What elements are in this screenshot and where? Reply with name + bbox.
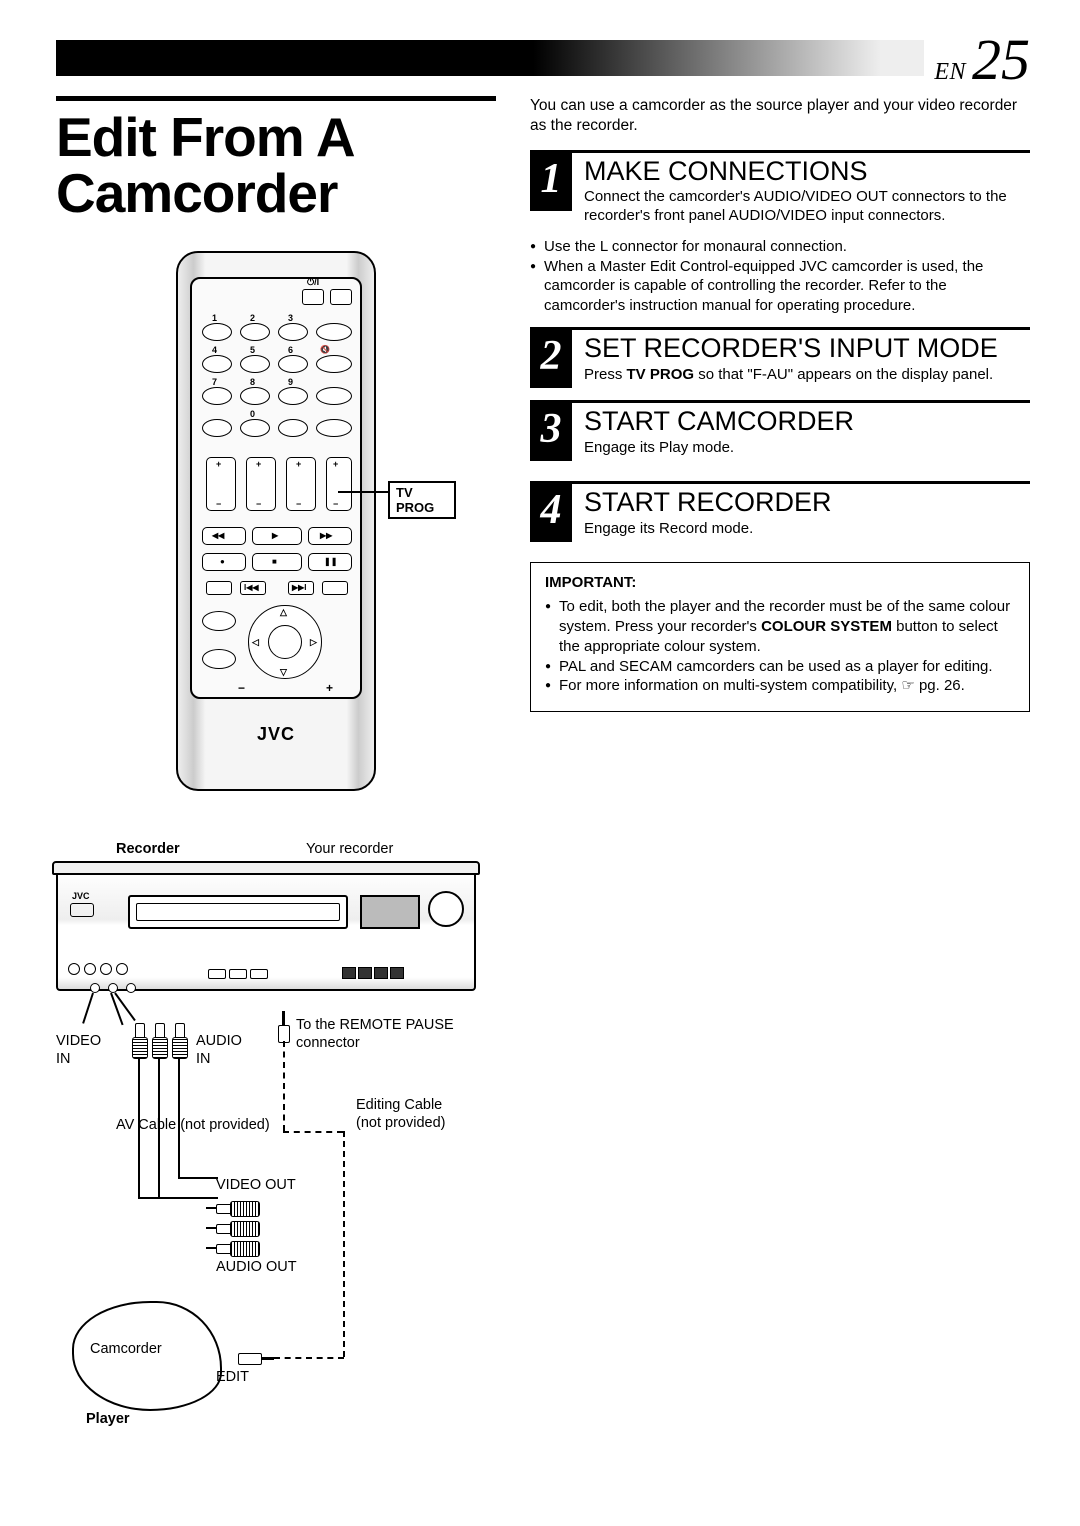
player-label: Player bbox=[86, 1411, 130, 1428]
recorder-label: Recorder bbox=[116, 841, 180, 858]
av-cable-label: AV Cable (not provided) bbox=[116, 1117, 270, 1134]
step-1-number: 1 bbox=[530, 153, 572, 211]
digit-5-label: 5 bbox=[250, 345, 255, 355]
digit-8-button bbox=[240, 387, 270, 405]
step-3-number: 3 bbox=[530, 403, 572, 461]
important-heading: IMPORTANT: bbox=[545, 573, 1015, 593]
page-number-block: EN 25 bbox=[924, 40, 1030, 76]
page-number: 25 bbox=[972, 40, 1030, 81]
left-column: Edit From A Camcorder ⏻/I 1 2 3 4 bbox=[56, 96, 496, 1431]
vcr-brand-logo: JVC bbox=[72, 891, 90, 901]
important-item-1: To edit, both the player and the recorde… bbox=[545, 597, 1015, 656]
digit-0-button bbox=[240, 419, 270, 437]
remote-body: ⏻/I 1 2 3 4 5 6 🔇 bbox=[176, 251, 376, 791]
rca-plug-1 bbox=[132, 1023, 146, 1057]
small-btn-4 bbox=[322, 581, 348, 595]
step-2-title: SET RECORDER'S INPUT MODE bbox=[584, 334, 1030, 362]
mini-plug bbox=[278, 1011, 288, 1041]
digit-2-button bbox=[240, 323, 270, 341]
digit-7-button bbox=[202, 387, 232, 405]
important-item-3: For more information on multi-system com… bbox=[545, 676, 1015, 697]
step-4: 4 START RECORDER Engage its Record mode. bbox=[530, 481, 1030, 542]
tv-prog-rocker bbox=[326, 457, 352, 511]
step-3: 3 START CAMCORDER Engage its Play mode. bbox=[530, 400, 1030, 461]
step-1-bullet-2: When a Master Edit Control-equipped JVC … bbox=[530, 257, 1030, 316]
editing-cable-1 bbox=[283, 1041, 285, 1131]
page-lang-code: EN bbox=[934, 59, 966, 86]
step-4-title: START RECORDER bbox=[584, 488, 1030, 516]
digit-6-button bbox=[278, 355, 308, 373]
step-1-bullet-1: Use the L connector for monaural connect… bbox=[530, 237, 1030, 257]
dpad-center bbox=[268, 625, 302, 659]
bottom-oval-1 bbox=[202, 611, 236, 631]
important-box: IMPORTANT: To edit, both the player and … bbox=[530, 562, 1030, 712]
remote-pause-label: To the REMOTE PAUSE connector bbox=[296, 1017, 466, 1052]
step-1-bullets: Use the L connector for monaural connect… bbox=[530, 237, 1030, 315]
bottom-oval-2 bbox=[202, 649, 236, 669]
power-button bbox=[302, 289, 324, 305]
stop-button bbox=[252, 553, 302, 571]
right-column: You can use a camcorder as the source pl… bbox=[530, 96, 1030, 1431]
digit-3-button bbox=[278, 323, 308, 341]
aux-button-2 bbox=[316, 355, 352, 373]
remote-panel: ⏻/I 1 2 3 4 5 6 🔇 bbox=[190, 277, 362, 699]
digit-4-label: 4 bbox=[212, 345, 217, 355]
step-3-text: Engage its Play mode. bbox=[584, 438, 1030, 457]
header-gradient bbox=[56, 40, 924, 76]
callout-leader bbox=[338, 491, 388, 493]
digit-0-label: 0 bbox=[250, 409, 255, 419]
digit-5-button bbox=[240, 355, 270, 373]
video-out-label: VIDEO OUT bbox=[216, 1177, 296, 1194]
rca-out-3 bbox=[216, 1241, 260, 1255]
step-4-number: 4 bbox=[530, 484, 572, 542]
audio-in-label: AUDIO IN bbox=[196, 1033, 242, 1068]
row4-button-3 bbox=[278, 419, 308, 437]
step-1-text: Connect the camcorder's AUDIO/VIDEO OUT … bbox=[584, 187, 1030, 225]
edit-label: EDIT bbox=[216, 1369, 249, 1386]
remote-brand-logo: JVC bbox=[178, 724, 374, 745]
digit-8-label: 8 bbox=[250, 377, 255, 387]
digit-6-label: 6 bbox=[288, 345, 293, 355]
step-2-text: Press TV PROG so that "F-AU" appears on … bbox=[584, 365, 1030, 384]
digit-9-button bbox=[278, 387, 308, 405]
aux-button-3 bbox=[316, 387, 352, 405]
rca-out-2 bbox=[216, 1221, 260, 1235]
step-2: 2 SET RECORDER'S INPUT MODE Press TV PRO… bbox=[530, 327, 1030, 388]
digit-1-label: 1 bbox=[212, 313, 217, 323]
digit-9-label: 9 bbox=[288, 377, 293, 387]
digit-2-label: 2 bbox=[250, 313, 255, 323]
header-bar: EN 25 bbox=[56, 40, 1030, 76]
step-2-number: 2 bbox=[530, 330, 572, 388]
intro-text: You can use a camcorder as the source pl… bbox=[530, 96, 1030, 136]
rca-plug-3 bbox=[172, 1023, 186, 1057]
digit-1-button bbox=[202, 323, 232, 341]
row4-button-4 bbox=[316, 419, 352, 437]
step-1: 1 MAKE CONNECTIONS Connect the camcorder… bbox=[530, 150, 1030, 230]
step-3-title: START CAMCORDER bbox=[584, 407, 1030, 435]
digit-7-label: 7 bbox=[212, 377, 217, 387]
your-recorder-label: Your recorder bbox=[306, 841, 393, 858]
main-title: Edit From A Camcorder bbox=[56, 109, 496, 221]
row4-button-1 bbox=[202, 419, 232, 437]
aux-button-1 bbox=[316, 323, 352, 341]
rca-plug-2 bbox=[152, 1023, 166, 1057]
video-in-label: VIDEO IN bbox=[56, 1033, 101, 1068]
title-rule bbox=[56, 96, 496, 101]
digit-3-label: 3 bbox=[288, 313, 293, 323]
menu-button bbox=[330, 289, 352, 305]
edit-plug bbox=[238, 1353, 274, 1363]
step-1-title: MAKE CONNECTIONS bbox=[584, 157, 1030, 185]
camcorder-label: Camcorder bbox=[90, 1341, 162, 1358]
audio-out-label: AUDIO OUT bbox=[216, 1259, 297, 1276]
important-item-2: PAL and SECAM camcorders can be used as … bbox=[545, 657, 1015, 677]
connection-diagram: Recorder Your recorder JVC bbox=[56, 841, 496, 1431]
step-4-text: Engage its Record mode. bbox=[584, 519, 1030, 538]
editing-cable-label: Editing Cable (not provided) bbox=[356, 1097, 476, 1132]
digit-4-button bbox=[202, 355, 232, 373]
small-btn-1 bbox=[206, 581, 232, 595]
remote-illustration: ⏻/I 1 2 3 4 5 6 🔇 bbox=[76, 251, 456, 811]
rca-out-1 bbox=[216, 1201, 260, 1215]
vcr-unit: JVC bbox=[56, 871, 476, 991]
tv-prog-callout: TV PROG bbox=[388, 481, 456, 519]
